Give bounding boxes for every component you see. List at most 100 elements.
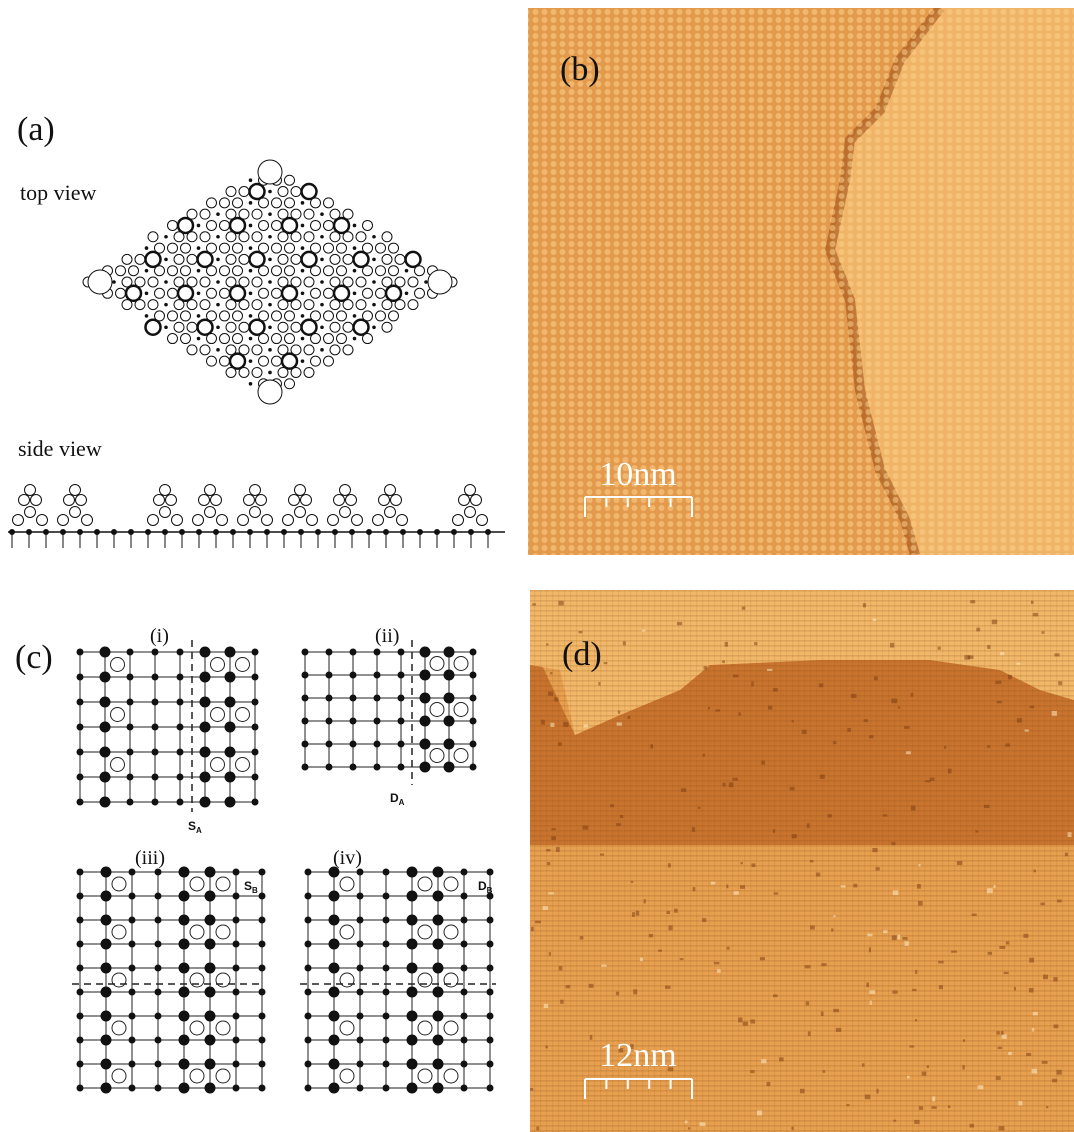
atom-dot <box>61 530 66 535</box>
atom <box>178 286 193 301</box>
speck <box>545 1046 547 1049</box>
atom <box>77 724 84 731</box>
atom <box>398 741 405 748</box>
atom <box>216 925 230 939</box>
speck <box>700 1122 706 1126</box>
atom <box>357 917 364 924</box>
speck <box>821 963 826 966</box>
atom <box>433 1083 444 1094</box>
atom <box>127 774 134 781</box>
speck <box>1042 1061 1048 1064</box>
speck <box>919 1106 923 1110</box>
atom <box>205 987 216 998</box>
speck <box>543 906 548 910</box>
atom <box>337 243 347 253</box>
atom <box>77 749 84 756</box>
atom-dot <box>268 348 272 352</box>
speck <box>976 628 980 632</box>
atom <box>324 356 334 366</box>
speck <box>808 1031 811 1036</box>
speck <box>914 1120 919 1124</box>
atom <box>177 749 184 756</box>
atom <box>278 187 288 197</box>
atom <box>383 869 390 876</box>
atom <box>295 485 306 496</box>
panel-label: (c) <box>15 639 53 676</box>
speck <box>1052 711 1057 716</box>
speck <box>658 950 662 952</box>
atom <box>329 987 340 998</box>
atom <box>291 187 301 197</box>
atom-dot <box>353 224 357 228</box>
atom <box>77 869 84 876</box>
atom <box>88 270 112 294</box>
speck <box>846 1104 849 1106</box>
atom <box>211 758 225 772</box>
atom-dot <box>249 246 253 250</box>
atom <box>407 963 418 974</box>
atom <box>177 699 184 706</box>
atom-dot <box>353 269 357 273</box>
atom <box>285 311 295 321</box>
atom <box>383 941 390 948</box>
atom <box>239 300 249 310</box>
atom <box>252 774 259 781</box>
speck <box>760 957 765 960</box>
speck <box>620 815 623 818</box>
atom <box>233 311 243 321</box>
atom <box>418 877 432 891</box>
atom <box>406 252 421 267</box>
speck <box>810 925 815 929</box>
speck <box>742 607 746 610</box>
atom <box>236 708 250 722</box>
atom <box>129 266 139 276</box>
atom <box>252 749 259 756</box>
speck <box>556 847 560 852</box>
speck <box>987 745 990 747</box>
speck <box>995 681 1001 684</box>
speck <box>912 989 916 991</box>
speck <box>590 1035 593 1040</box>
atom <box>444 739 455 750</box>
atom <box>420 670 431 681</box>
atom-dot <box>10 530 15 535</box>
atom <box>374 741 381 748</box>
atom-dot <box>367 530 372 535</box>
atom <box>77 1085 84 1092</box>
speck <box>733 778 738 781</box>
atom <box>444 877 458 891</box>
atom <box>444 670 455 681</box>
speck <box>754 642 757 645</box>
atom <box>200 209 210 219</box>
atom <box>100 747 111 758</box>
atom-dot <box>216 303 220 307</box>
speck <box>688 1127 690 1129</box>
speck <box>984 805 990 808</box>
speck <box>975 830 978 832</box>
atom <box>357 893 364 900</box>
marker-letter: S <box>244 879 252 893</box>
atom <box>148 300 158 310</box>
atom <box>129 893 136 900</box>
speck <box>665 986 671 989</box>
atom <box>329 939 340 950</box>
atom <box>155 965 162 972</box>
speck <box>738 1017 742 1022</box>
speck <box>536 1126 539 1130</box>
atom <box>302 252 317 267</box>
atom <box>487 1013 494 1020</box>
atom <box>148 515 159 526</box>
atom <box>383 893 390 900</box>
speck <box>547 862 550 865</box>
speck <box>867 934 872 937</box>
atom-dot <box>216 280 220 284</box>
atom <box>430 749 444 763</box>
panel-label: (b) <box>560 51 600 88</box>
atom <box>329 1035 340 1046</box>
atom <box>386 286 401 301</box>
atom <box>407 1059 418 1070</box>
atom <box>334 218 349 233</box>
speck <box>791 1127 793 1130</box>
atom <box>389 311 399 321</box>
atom <box>415 288 425 298</box>
